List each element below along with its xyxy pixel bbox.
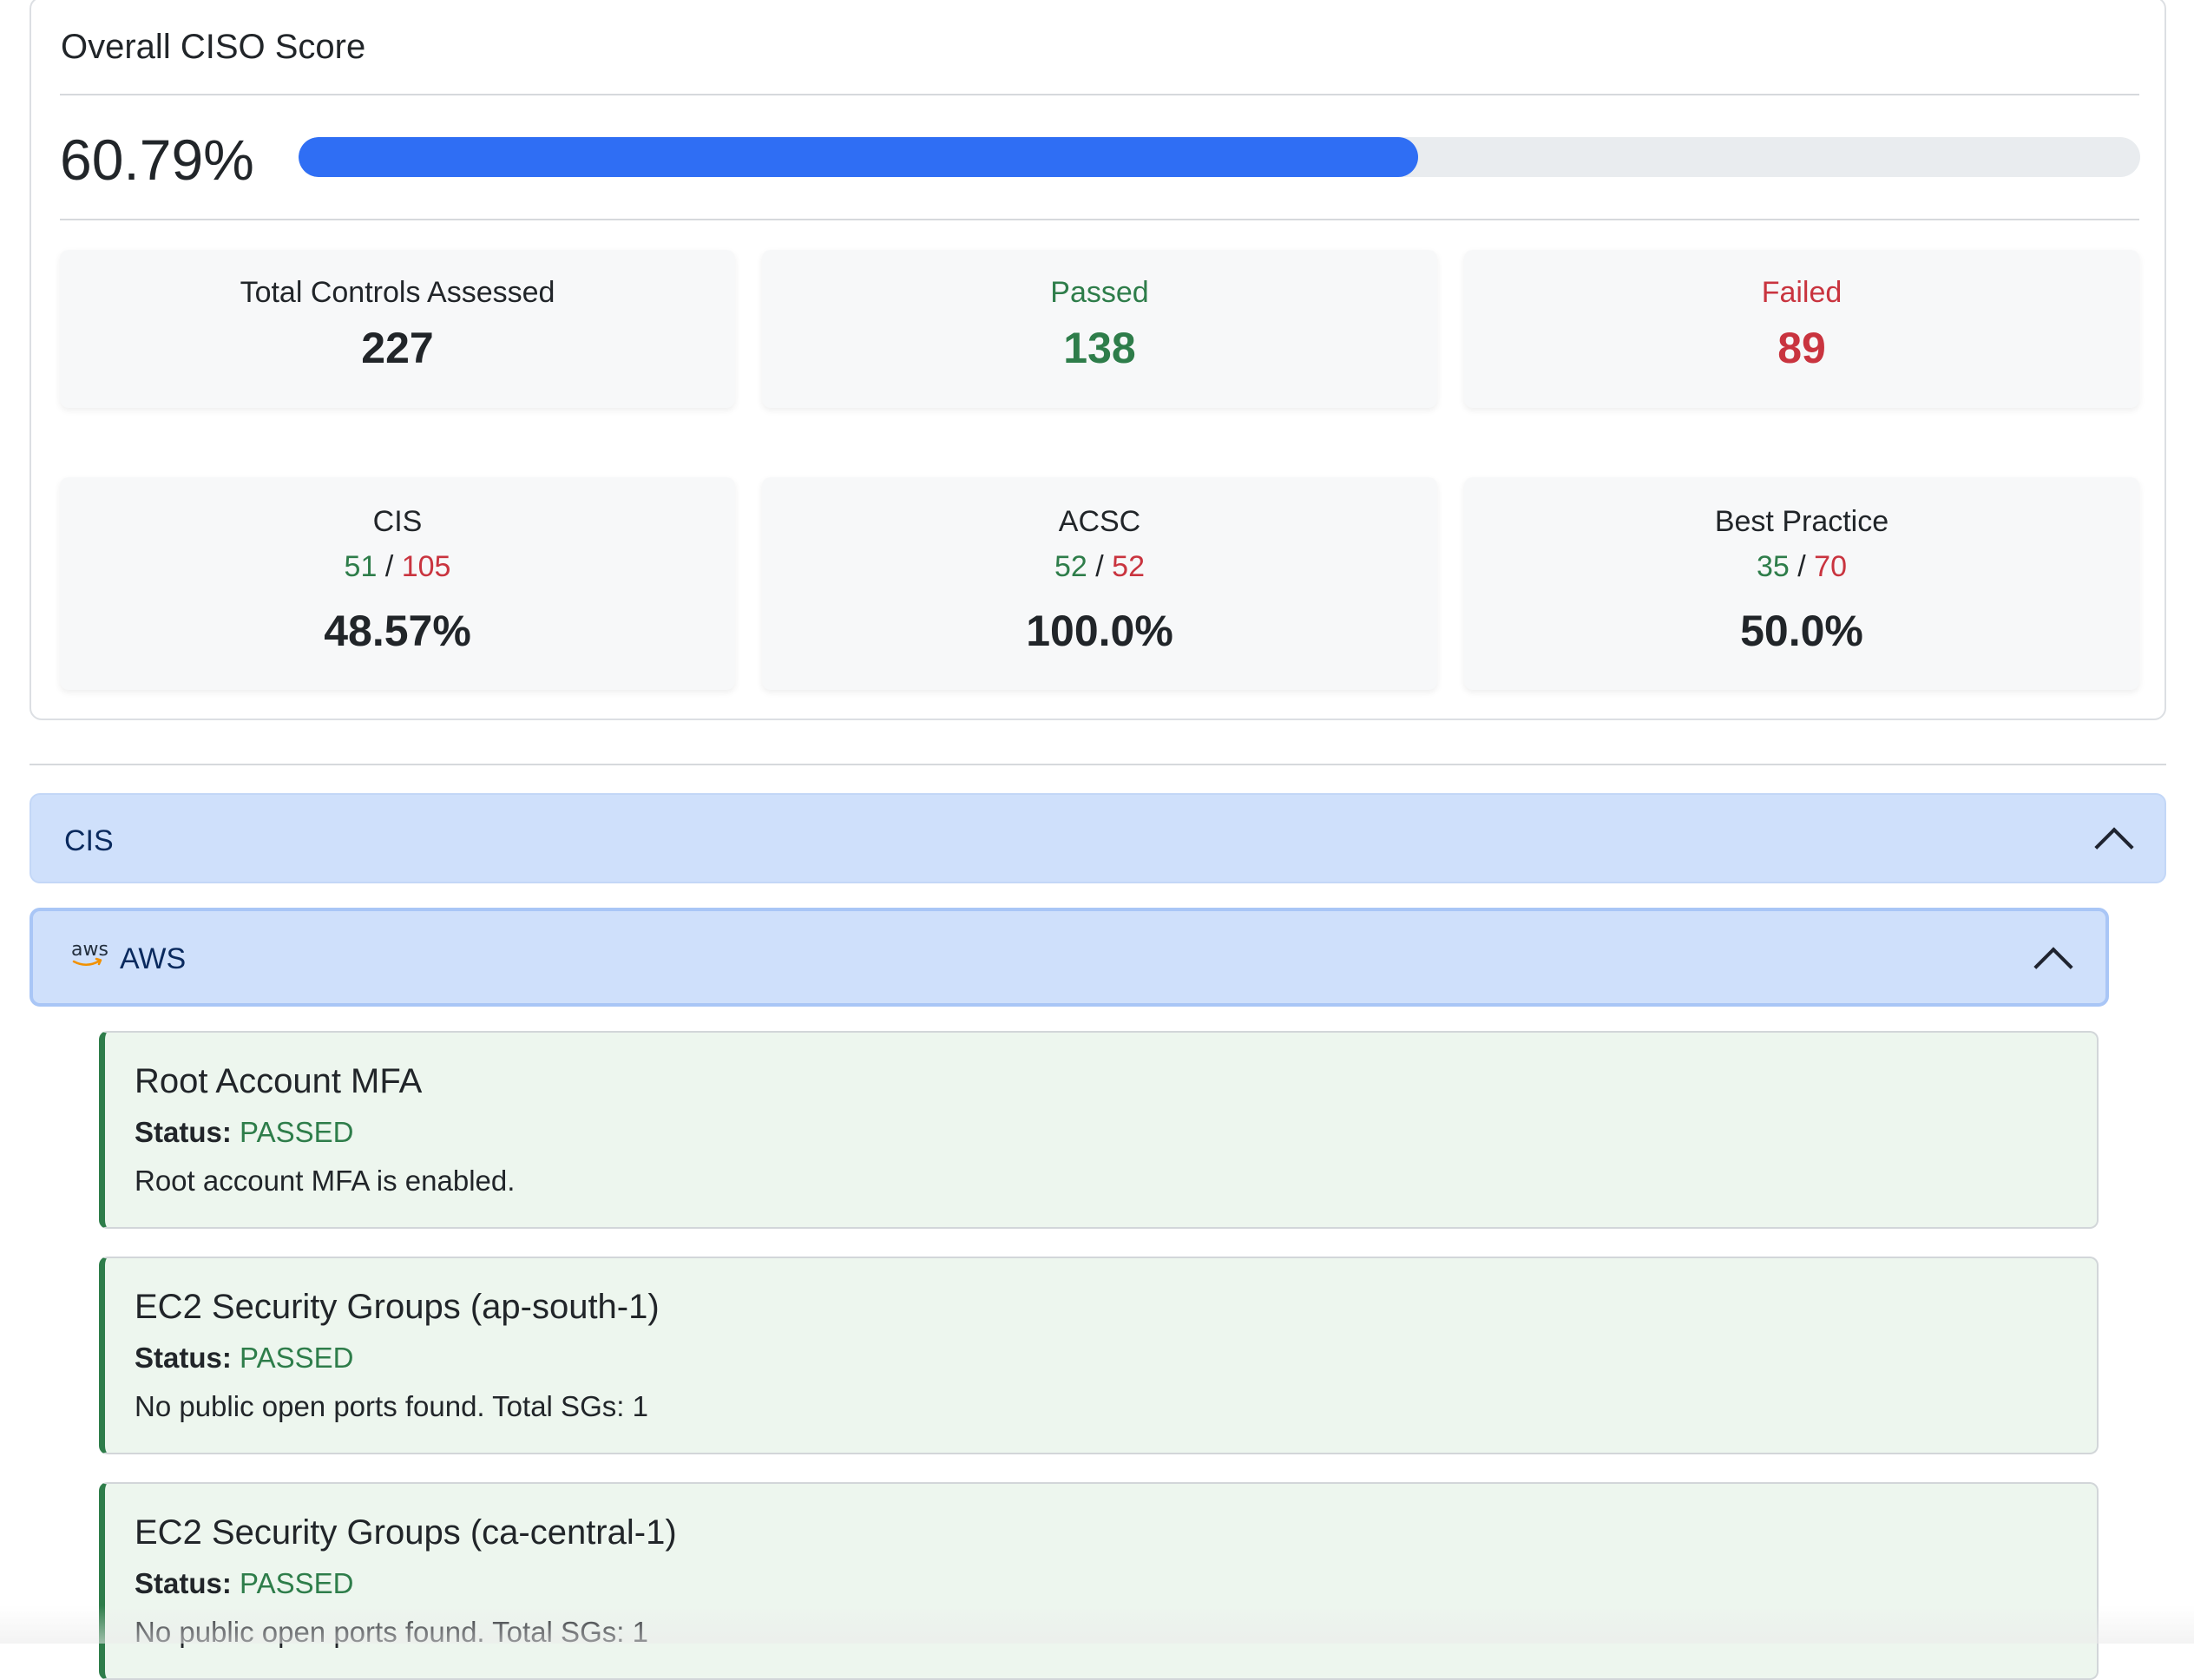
framework-name: Best Practice: [1714, 505, 1889, 538]
aws-logo-text: aws: [71, 939, 108, 961]
overall-score-progress: [299, 137, 2140, 177]
framework-name: CIS: [372, 505, 423, 538]
framework-ratio: 35 / 70: [1464, 550, 2139, 584]
failed-box: Failed 89: [1464, 250, 2139, 408]
chevron-up-icon[interactable]: [2094, 827, 2134, 867]
control-title: Root Account MFA: [135, 1062, 423, 1100]
framework-separator: /: [1095, 550, 1104, 583]
framework-percent: 100.0%: [1026, 607, 1173, 655]
control-status: Status: PASSED: [135, 1116, 353, 1149]
status-value: PASSED: [240, 1116, 354, 1148]
provider-title: AWS: [120, 942, 187, 975]
total-controls-box: Total Controls Assessed 227: [60, 250, 735, 408]
framework-ratio: 52 / 52: [762, 550, 1437, 584]
accordion-title: CIS: [64, 824, 114, 857]
aws-logo-icon: aws: [71, 939, 108, 968]
overall-score-value: 60.79%: [60, 128, 254, 192]
framework-passed: 35: [1756, 550, 1790, 583]
control-card: EC2 Security Groups (ap-south-1) Status:…: [99, 1257, 2099, 1454]
framework-passed: 52: [1054, 550, 1087, 583]
framework-box-acsc: ACSC 52 / 52 100.0%: [762, 477, 1437, 690]
passed-value: 138: [1063, 324, 1136, 372]
overall-score-card: Overall CISO Score 60.79% Total Controls…: [30, 0, 2166, 720]
framework-ratio: 51 / 105: [60, 550, 735, 584]
framework-box-best-practice: Best Practice 35 / 70 50.0%: [1464, 477, 2139, 690]
section-divider: [30, 764, 2166, 765]
accordion-header-cis[interactable]: CIS: [30, 793, 2166, 883]
chevron-up-icon[interactable]: [2033, 947, 2073, 987]
control-card: Root Account MFA Status: PASSED Root acc…: [99, 1031, 2099, 1229]
control-description: No public open ports found. Total SGs: 1: [135, 1390, 648, 1422]
total-controls-value: 227: [361, 324, 434, 372]
framework-percent: 50.0%: [1740, 607, 1863, 655]
framework-percent: 48.57%: [324, 607, 471, 655]
framework-name: ACSC: [1058, 505, 1141, 538]
control-description: Root account MFA is enabled.: [135, 1165, 516, 1197]
control-status: Status: PASSED: [135, 1567, 353, 1600]
control-status: Status: PASSED: [135, 1342, 353, 1375]
passed-label: Passed: [1050, 276, 1149, 309]
framework-separator: /: [384, 550, 394, 583]
failed-value: 89: [1777, 324, 1826, 372]
status-label: Status:: [135, 1116, 232, 1148]
total-controls-label: Total Controls Assessed: [240, 276, 555, 309]
framework-total: 70: [1814, 550, 1847, 583]
divider: [60, 219, 2139, 220]
status-value: PASSED: [240, 1567, 354, 1599]
framework-box-cis: CIS 51 / 105 48.57%: [60, 477, 735, 690]
framework-passed: 51: [344, 550, 378, 583]
accordion-header-aws[interactable]: aws AWS: [30, 908, 2109, 1007]
control-title: EC2 Security Groups (ap-south-1): [135, 1288, 660, 1326]
overall-score-progress-fill: [299, 137, 1418, 177]
framework-separator: /: [1797, 550, 1806, 583]
passed-box: Passed 138: [762, 250, 1437, 408]
status-label: Status:: [135, 1342, 232, 1374]
aws-smile-icon: [72, 957, 102, 966]
status-label: Status:: [135, 1567, 232, 1599]
divider: [60, 94, 2139, 95]
framework-total: 52: [1112, 550, 1145, 583]
framework-total: 105: [401, 550, 451, 583]
failed-label: Failed: [1761, 276, 1843, 309]
control-card: EC2 Security Groups (ca-central-1) Statu…: [99, 1482, 2099, 1680]
scroll-fade: [0, 1605, 2194, 1644]
status-value: PASSED: [240, 1342, 354, 1374]
control-title: EC2 Security Groups (ca-central-1): [135, 1513, 677, 1552]
score-card-title: Overall CISO Score: [61, 28, 366, 66]
